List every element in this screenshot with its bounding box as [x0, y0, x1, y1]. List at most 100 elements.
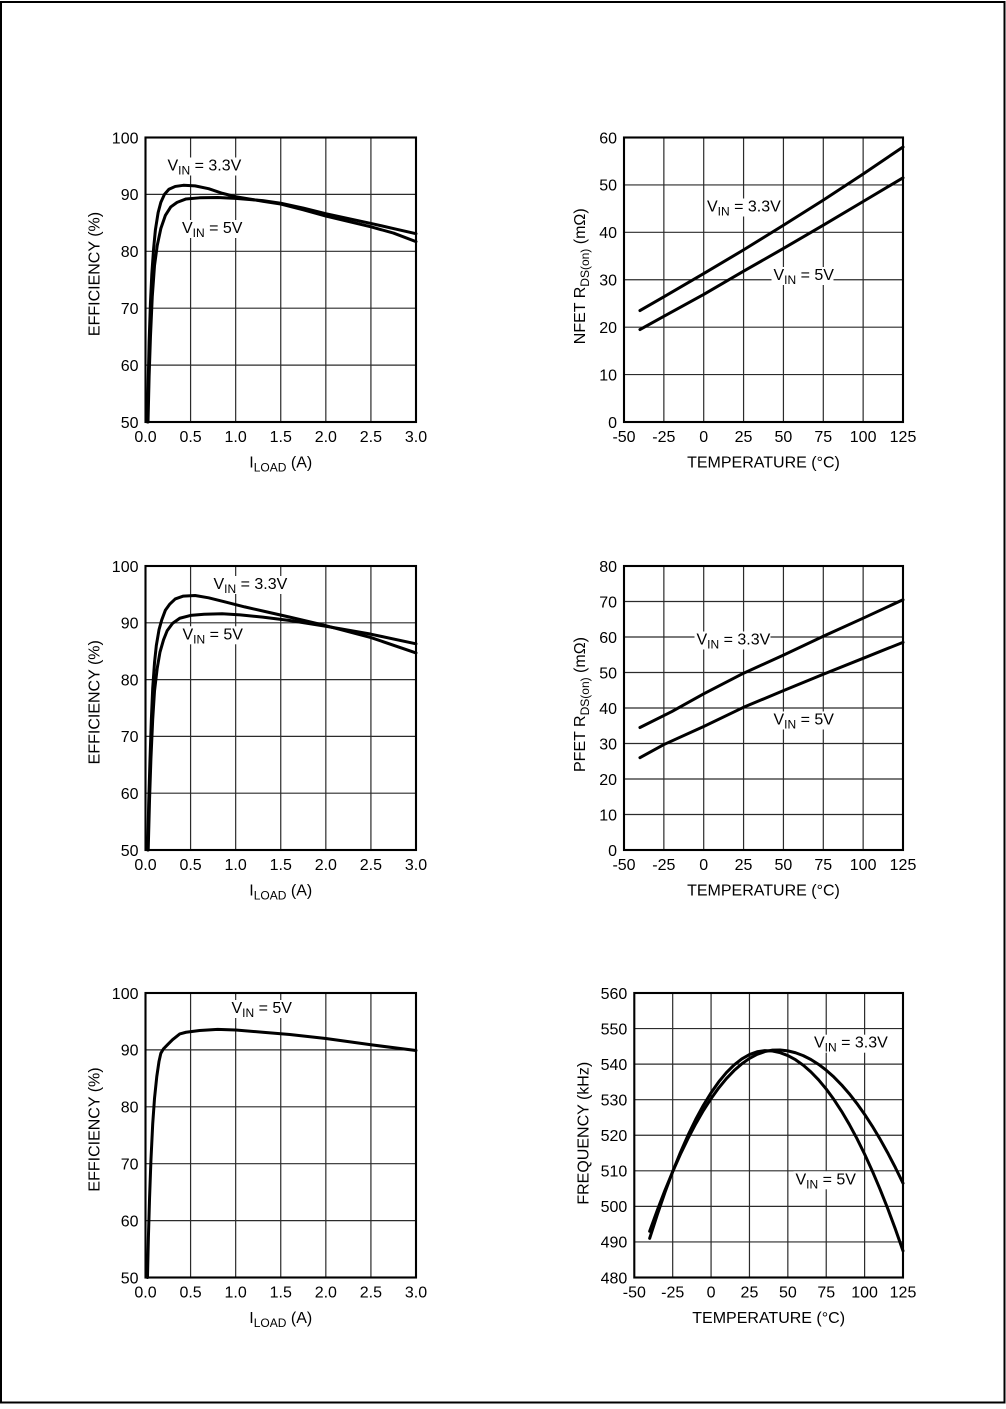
- svg-text:1.5: 1.5: [270, 429, 292, 446]
- svg-text:100: 100: [851, 1284, 878, 1301]
- svg-text:500: 500: [601, 1199, 628, 1216]
- svg-text:20: 20: [599, 320, 617, 337]
- svg-text:50: 50: [775, 429, 793, 446]
- svg-text:25: 25: [735, 429, 753, 446]
- svg-text:0.0: 0.0: [134, 857, 156, 874]
- svg-text:ILOAD​ (A): ILOAD​ (A): [249, 1310, 312, 1330]
- svg-text:-50: -50: [612, 857, 635, 874]
- svg-text:VIN​ = 3.3V: VIN​ = 3.3V: [707, 199, 781, 219]
- svg-text:530: 530: [601, 1092, 628, 1109]
- svg-text:NFET RDS(on)​ (mΩ): NFET RDS(on)​ (mΩ): [572, 208, 592, 344]
- svg-text:3.0: 3.0: [405, 429, 427, 446]
- svg-text:1.5: 1.5: [270, 1284, 292, 1301]
- svg-text:480: 480: [601, 1270, 628, 1287]
- svg-text:2.0: 2.0: [315, 857, 337, 874]
- svg-text:VIN​ = 5V: VIN​ = 5V: [796, 1171, 857, 1191]
- svg-text:0.0: 0.0: [134, 429, 156, 446]
- svg-text:VIN​ = 5V: VIN​ = 5V: [183, 626, 244, 646]
- svg-text:60: 60: [121, 786, 139, 803]
- svg-text:0.0: 0.0: [134, 1284, 156, 1301]
- svg-text:0.5: 0.5: [179, 857, 201, 874]
- svg-text:540: 540: [601, 1057, 628, 1074]
- svg-text:0: 0: [699, 429, 708, 446]
- svg-text:-25: -25: [661, 1284, 684, 1301]
- svg-text:90: 90: [121, 187, 139, 204]
- svg-text:50: 50: [121, 415, 139, 432]
- svg-text:80: 80: [599, 559, 617, 576]
- svg-text:40: 40: [599, 701, 617, 718]
- svg-text:100: 100: [112, 986, 139, 1003]
- svg-text:EFFICIENCY (%): EFFICIENCY (%): [86, 640, 103, 764]
- svg-text:VIN​ = 5V: VIN​ = 5V: [774, 267, 835, 287]
- svg-text:490: 490: [601, 1235, 628, 1252]
- svg-text:70: 70: [121, 729, 139, 746]
- svg-text:20: 20: [599, 772, 617, 789]
- svg-text:0: 0: [707, 1284, 716, 1301]
- svg-text:PFET RDS(on)​ (mΩ): PFET RDS(on)​ (mΩ): [572, 637, 592, 772]
- svg-text:75: 75: [814, 429, 832, 446]
- svg-text:70: 70: [599, 594, 617, 611]
- svg-text:50: 50: [599, 665, 617, 682]
- svg-text:-50: -50: [623, 1284, 646, 1301]
- svg-text:60: 60: [599, 130, 617, 147]
- svg-text:25: 25: [741, 1284, 759, 1301]
- svg-text:50: 50: [121, 1270, 139, 1287]
- svg-text:1.0: 1.0: [225, 1284, 247, 1301]
- svg-text:90: 90: [121, 616, 139, 633]
- svg-text:VIN​ = 3.3V: VIN​ = 3.3V: [168, 158, 242, 178]
- svg-text:1.5: 1.5: [270, 857, 292, 874]
- svg-text:EFFICIENCY (%): EFFICIENCY (%): [86, 212, 103, 336]
- svg-text:-25: -25: [652, 857, 675, 874]
- svg-text:30: 30: [599, 273, 617, 290]
- svg-text:VIN​ = 3.3V: VIN​ = 3.3V: [814, 1035, 888, 1055]
- svg-text:0.5: 0.5: [179, 1284, 201, 1301]
- svg-text:TEMPERATURE (°C): TEMPERATURE (°C): [692, 1310, 845, 1327]
- svg-text:70: 70: [121, 301, 139, 318]
- svg-text:10: 10: [599, 367, 617, 384]
- svg-text:100: 100: [850, 429, 877, 446]
- svg-text:60: 60: [121, 1213, 139, 1230]
- svg-text:VIN​ = 5V: VIN​ = 5V: [232, 1000, 293, 1020]
- svg-text:1.0: 1.0: [225, 429, 247, 446]
- svg-text:50: 50: [121, 843, 139, 860]
- svg-text:VIN​ = 5V: VIN​ = 5V: [182, 220, 243, 240]
- svg-text:50: 50: [599, 178, 617, 195]
- svg-text:0: 0: [608, 415, 617, 432]
- svg-text:125: 125: [890, 1284, 917, 1301]
- svg-text:50: 50: [779, 1284, 797, 1301]
- svg-text:125: 125: [890, 429, 917, 446]
- svg-text:560: 560: [601, 986, 628, 1003]
- svg-text:3.0: 3.0: [405, 1284, 427, 1301]
- svg-text:75: 75: [817, 1284, 835, 1301]
- svg-text:2.5: 2.5: [360, 429, 382, 446]
- svg-text:70: 70: [121, 1157, 139, 1174]
- svg-text:510: 510: [601, 1164, 628, 1181]
- svg-text:VIN​ = 3.3V: VIN​ = 3.3V: [214, 576, 288, 596]
- svg-text:80: 80: [121, 244, 139, 261]
- svg-text:-25: -25: [652, 429, 675, 446]
- svg-text:TEMPERATURE (°C): TEMPERATURE (°C): [687, 455, 840, 472]
- svg-text:100: 100: [112, 559, 139, 576]
- svg-text:30: 30: [599, 736, 617, 753]
- svg-text:60: 60: [599, 630, 617, 647]
- svg-text:3.0: 3.0: [405, 857, 427, 874]
- svg-text:2.0: 2.0: [315, 1284, 337, 1301]
- svg-text:2.5: 2.5: [360, 857, 382, 874]
- svg-text:0.5: 0.5: [179, 429, 201, 446]
- svg-text:60: 60: [121, 358, 139, 375]
- svg-text:0: 0: [699, 857, 708, 874]
- svg-text:520: 520: [601, 1128, 628, 1145]
- svg-text:90: 90: [121, 1043, 139, 1060]
- svg-text:50: 50: [775, 857, 793, 874]
- svg-text:FREQUENCY (kHz): FREQUENCY (kHz): [576, 1062, 593, 1205]
- svg-text:2.5: 2.5: [360, 1284, 382, 1301]
- svg-text:ILOAD​ (A): ILOAD​ (A): [249, 455, 312, 475]
- svg-text:EFFICIENCY (%): EFFICIENCY (%): [86, 1067, 103, 1191]
- svg-text:ILOAD​ (A): ILOAD​ (A): [249, 883, 312, 903]
- svg-text:2.0: 2.0: [315, 429, 337, 446]
- svg-text:0: 0: [608, 843, 617, 860]
- svg-text:100: 100: [850, 857, 877, 874]
- svg-text:80: 80: [121, 672, 139, 689]
- svg-text:125: 125: [890, 857, 917, 874]
- svg-text:VIN​ = 3.3V: VIN​ = 3.3V: [697, 632, 771, 652]
